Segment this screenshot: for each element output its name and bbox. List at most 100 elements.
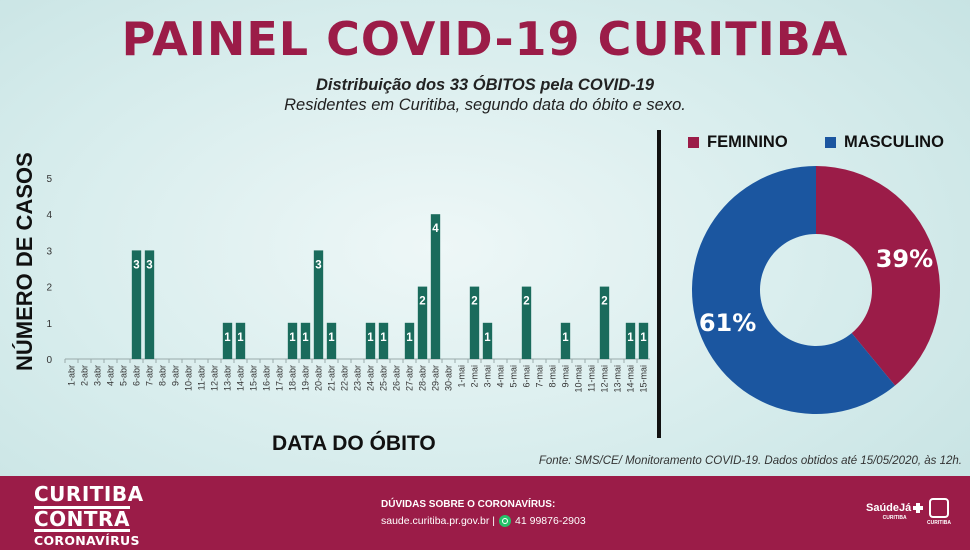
bar-data-label: 2	[419, 296, 425, 308]
brand-line-3: CORONAVÍRUS	[34, 533, 140, 548]
x-tick-label: 4-mai	[496, 365, 506, 388]
contact-separator: |	[492, 515, 496, 527]
bar	[300, 322, 311, 359]
bar-data-label: 1	[484, 332, 491, 344]
bar	[430, 214, 441, 359]
bar-data-label: 1	[328, 332, 335, 344]
x-tick-label: 26-abr	[392, 365, 402, 391]
chart-subtitle-2: Residentes em Curitiba, segundo data do …	[284, 96, 686, 114]
bar-data-label: 1	[562, 332, 569, 344]
x-tick-label: 9-mai	[561, 365, 571, 388]
bar	[313, 250, 324, 359]
contact-phone[interactable]: 41 99876-2903	[515, 515, 586, 527]
x-tick-label: 15-mai	[639, 365, 649, 393]
bar	[144, 250, 155, 359]
bar	[521, 286, 532, 359]
bar-data-label: 1	[224, 332, 231, 344]
bar	[417, 286, 428, 359]
x-tick-label: 2-abr	[80, 365, 90, 386]
x-tick-label: 27-abr	[405, 365, 415, 391]
city-seal-icon	[929, 498, 949, 518]
x-tick-label: 10-mai	[574, 365, 584, 393]
x-tick-label: 3-mai	[483, 365, 493, 388]
x-tick-label: 25-abr	[379, 365, 389, 391]
bar-chart: 0 1 2 3 4 5 1-abr 2-abr 3-abr 4-abr 5-abr 6-abr 3 7-a…	[46, 174, 650, 393]
x-tick-label: 19-abr	[301, 365, 311, 391]
x-tick-label: 21-abr	[327, 365, 337, 391]
bar-data-label: 2	[471, 296, 477, 308]
bar	[625, 322, 636, 359]
x-tick-label: 2-mai	[470, 365, 480, 388]
bar-data-label: 1	[289, 332, 296, 344]
x-tick-label: 14-abr	[236, 365, 246, 391]
x-tick-label: 8-mai	[548, 365, 558, 388]
x-tick-label: 13-abr	[223, 365, 233, 391]
whatsapp-icon	[499, 515, 512, 527]
bar	[378, 322, 389, 359]
bar	[599, 286, 610, 359]
bar	[560, 322, 571, 359]
vertical-divider	[657, 130, 661, 438]
legend-swatch-masculino	[825, 137, 836, 148]
x-tick-label: 11-abr	[197, 365, 207, 390]
bar	[482, 322, 493, 359]
saude-ja-text: SaúdeJá	[866, 502, 912, 514]
x-tick-label: 10-abr	[184, 365, 194, 391]
x-tick-label: 7-mai	[535, 365, 545, 388]
x-tick-label: 18-abr	[288, 365, 298, 391]
x-tick-label: 24-abr	[366, 365, 376, 391]
bar	[287, 322, 298, 359]
donut-slice	[816, 166, 940, 386]
donut-slice	[691, 166, 896, 414]
x-tick-label: 5-mai	[509, 365, 519, 388]
bar-data-label: 3	[133, 259, 139, 271]
legend-swatch-feminino	[688, 137, 699, 148]
contact-question: DÚVIDAS SOBRE O CORONAVÍRUS:	[381, 499, 556, 510]
x-axis-title: DATA DO ÓBITO	[272, 432, 436, 455]
data-source-note: Fonte: SMS/CE/ Monitoramento COVID-19. D…	[538, 455, 962, 467]
contact-site-link[interactable]: saude.curitiba.pr.gov.br	[381, 515, 490, 527]
x-tick-label: 6-mai	[522, 365, 532, 388]
bar-data-label: 2	[523, 296, 529, 308]
bar	[404, 322, 415, 359]
x-tick-label: 23-abr	[353, 365, 363, 391]
y-tick-label: 5	[46, 174, 52, 185]
bar-data-label: 1	[302, 332, 309, 344]
x-tick-label: 8-abr	[158, 365, 168, 386]
bar-data-label: 1	[237, 332, 244, 344]
y-tick-label: 2	[46, 283, 52, 294]
x-tick-label: 22-abr	[340, 365, 350, 391]
x-tick-label: 30-abr	[444, 365, 454, 391]
brand-line-1: CURITIBA	[34, 482, 144, 506]
bar-data-label: 3	[315, 259, 321, 271]
donut-chart: 39% 61%	[691, 166, 940, 414]
x-tick-label: 7-abr	[145, 365, 155, 386]
x-tick-label: 17-abr	[275, 365, 285, 391]
y-tick-label: 4	[46, 210, 52, 221]
legend-item-feminino: FEMININO	[688, 133, 788, 152]
bar-data-label: 1	[627, 332, 634, 344]
prefeitura-logo: CURITIBA	[926, 498, 952, 526]
x-tick-label: 12-mai	[600, 365, 610, 393]
x-tick-label: 16-abr	[262, 365, 272, 391]
legend-label-masculino: MASCULINO	[844, 133, 944, 151]
x-tick-label: 13-mai	[613, 365, 623, 393]
bar	[638, 322, 649, 359]
x-tick-label: 20-abr	[314, 365, 324, 391]
prefeitura-sub: CURITIBA	[927, 520, 951, 526]
chart-subtitle-1: Distribuição dos 33 ÓBITOS pela COVID-19	[315, 76, 655, 94]
bar-data-label: 1	[406, 332, 413, 344]
contact-line: saude.curitiba.pr.gov.br | 41 99876-2903	[381, 515, 586, 527]
bar-data-label: 1	[367, 332, 374, 344]
brand-line-2: CONTRA	[34, 506, 130, 532]
bar	[469, 286, 480, 359]
x-tick-label: 29-abr	[431, 365, 441, 391]
x-tick-label: 6-abr	[132, 365, 142, 386]
x-tick-label: 14-mai	[626, 365, 636, 393]
x-tick-label: 9-abr	[171, 365, 181, 386]
y-tick-label: 0	[46, 355, 52, 366]
x-tick-label: 15-abr	[249, 365, 259, 391]
bar	[131, 250, 142, 359]
health-cross-icon	[913, 503, 924, 514]
x-tick-label: 1-mai	[457, 365, 467, 388]
